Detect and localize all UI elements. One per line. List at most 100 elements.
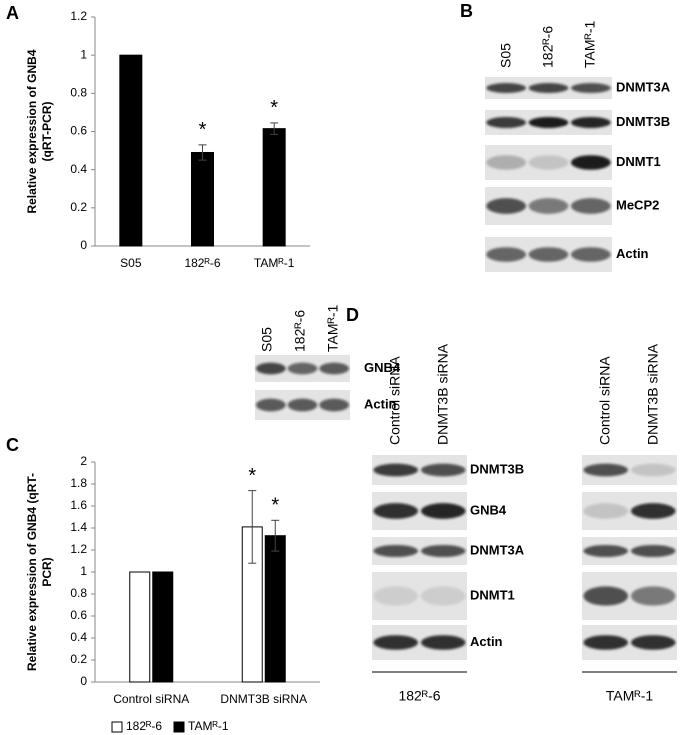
blot-band [486, 198, 527, 214]
legend-label: 182ᴿ-6 [126, 719, 162, 733]
blot-band [528, 247, 569, 262]
bar [191, 151, 214, 247]
lane-label: 182ᴿ-6 [292, 310, 308, 352]
y-tick-label: 0.4 [70, 162, 87, 176]
significance-mark: * [270, 97, 278, 119]
y-tick-label: 1.4 [70, 520, 87, 534]
lane-label: Control siRNA [597, 356, 613, 445]
lane-label: 182ᴿ-6 [540, 26, 556, 68]
blot-background [372, 572, 467, 620]
blot-row-label: DNMT3A [470, 542, 525, 557]
y-axis-label: Relative expression of GNB4 (qRT-PCR) [25, 473, 54, 671]
blot-band [420, 503, 466, 519]
bar [262, 128, 286, 247]
panel-label: D [346, 305, 359, 325]
panel-label: A [6, 3, 19, 23]
blot-row-label: MeCP2 [616, 197, 659, 212]
significance-mark: * [199, 119, 207, 141]
group-label: TAMᴿ-1 [606, 688, 653, 704]
blot-band [420, 635, 466, 650]
blot-band [570, 83, 611, 93]
blot-band [570, 198, 611, 214]
blot-band [583, 586, 629, 606]
y-tick-label: 1.8 [70, 476, 87, 490]
blot-band [583, 463, 629, 477]
bar [152, 571, 174, 683]
y-tick-label: 0 [80, 674, 87, 688]
blot-band [373, 635, 419, 650]
blot-band [420, 586, 466, 606]
x-tick-label: Control siRNA [113, 692, 189, 706]
lane-label: DNMT3B siRNA [645, 343, 661, 445]
blot-band [255, 362, 286, 375]
blot-band [630, 503, 676, 519]
bar [119, 54, 143, 247]
bar [129, 571, 151, 683]
y-tick-label: 0.8 [70, 586, 87, 600]
blot-band [570, 117, 611, 128]
blot-band [570, 155, 611, 170]
y-tick-label: 0.4 [70, 630, 87, 644]
y-tick-label: 0.2 [70, 200, 87, 214]
blot-band [630, 544, 676, 558]
y-tick-label: 1 [80, 564, 87, 578]
significance-mark: * [271, 495, 279, 517]
blot-band [486, 247, 527, 262]
x-tick-label: 182ᴿ-6 [184, 256, 220, 270]
blot-band [528, 83, 569, 93]
lane-label: DNMT3B siRNA [435, 343, 451, 445]
blot-row-label: DNMT1 [470, 587, 515, 602]
x-tick-label: S05 [120, 256, 142, 270]
blot-row-label: GNB4 [364, 360, 401, 375]
blot-band [420, 463, 466, 477]
x-tick-label: DNMT3B siRNA [220, 692, 307, 706]
blot-row-label: DNMT3A [616, 79, 671, 94]
blot-band [287, 362, 318, 375]
blot-row-label: DNMT1 [616, 154, 661, 169]
y-axis-label: Relative expression of GNB4(qRT-PCR) [25, 49, 54, 213]
lane-label: S05 [498, 43, 514, 68]
blot-band [486, 83, 527, 93]
x-tick-label: TAMᴿ-1 [254, 256, 295, 270]
y-tick-label: 0.2 [70, 652, 87, 666]
legend-swatch [173, 721, 185, 733]
blot-row-label: Actin [364, 396, 397, 411]
blot-band [570, 247, 611, 262]
blot-band [528, 155, 569, 170]
y-tick-label: 1.2 [70, 542, 87, 556]
lane-label: S05 [259, 327, 275, 352]
blot-band [420, 544, 466, 558]
blot-row-label: DNMT3B [470, 461, 524, 476]
blot-band [373, 503, 419, 519]
blot-row-label: Actin [616, 246, 649, 261]
group-label: 182ᴿ-6 [398, 688, 440, 704]
legend-swatch [111, 721, 123, 733]
blot-band [373, 544, 419, 558]
blot-row-label: DNMT3B [616, 114, 670, 129]
blot-band [373, 463, 419, 477]
blot-band [630, 635, 676, 650]
blot-band [486, 155, 527, 170]
blot-band [373, 586, 419, 606]
y-tick-label: 1 [80, 47, 87, 61]
lane-label: TAMᴿ-1 [582, 21, 598, 68]
blot-band [630, 463, 676, 477]
blot-row-label: GNB4 [470, 502, 507, 517]
y-tick-label: 0.6 [70, 608, 87, 622]
legend-label: TAMᴿ-1 [188, 719, 229, 733]
blot-band [583, 503, 629, 519]
lane-label: Control siRNA [387, 356, 403, 445]
y-tick-label: 2 [80, 454, 87, 468]
blot-band [528, 198, 569, 214]
blot-band [583, 635, 629, 650]
blot-band [583, 544, 629, 558]
bar [264, 535, 286, 683]
blot-band [287, 398, 318, 412]
blot-row-label: Actin [470, 634, 503, 649]
panel-label: B [460, 1, 473, 21]
y-tick-label: 0 [80, 238, 87, 252]
y-tick-label: 1.6 [70, 498, 87, 512]
blot-band [319, 398, 350, 412]
blot-band [528, 117, 569, 128]
